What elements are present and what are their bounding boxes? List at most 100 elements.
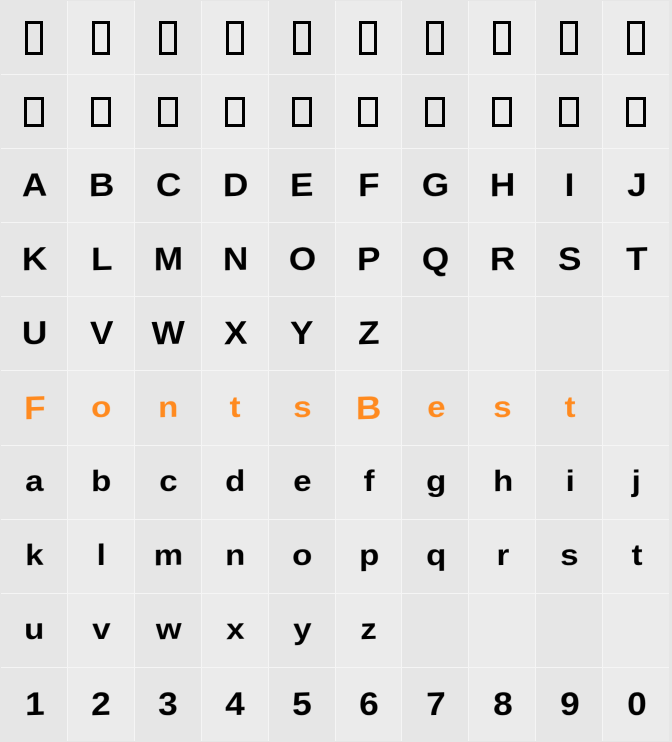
glyph-cell[interactable] [468,75,535,148]
glyph-cell[interactable]: 3 [134,668,201,741]
glyph-cell[interactable]: 4 [201,668,268,741]
glyph-cell[interactable]: Q [401,223,468,296]
glyph-cell[interactable] [1,75,67,148]
glyph-cell[interactable]: s [268,371,335,444]
glyph-cell[interactable]: n [201,520,268,593]
glyph-cell[interactable]: 2 [67,668,134,741]
glyph-cell[interactable]: o [67,371,134,444]
glyph-cell[interactable]: K [1,223,67,296]
glyph-cell[interactable]: o [268,520,335,593]
glyph-cell[interactable]: l [67,520,134,593]
glyph-cell[interactable] [401,297,468,370]
glyph-cell[interactable] [602,594,669,667]
glyph-cell[interactable]: c [134,446,201,519]
glyph-cell[interactable]: v [67,594,134,667]
glyph-cell[interactable]: V [67,297,134,370]
glyph-cell[interactable]: X [201,297,268,370]
glyph-cell[interactable]: Z [335,297,402,370]
glyph-cell[interactable] [401,594,468,667]
glyph-cell[interactable]: H [468,149,535,222]
glyph-cell[interactable]: r [468,520,535,593]
glyph-cell[interactable]: k [1,520,67,593]
glyph-cell[interactable] [268,75,335,148]
glyph-cell[interactable]: E [268,149,335,222]
glyph-cell[interactable]: e [401,371,468,444]
glyph-cell[interactable]: 9 [535,668,602,741]
glyph-cell[interactable]: Y [268,297,335,370]
glyph-cell[interactable]: 0 [602,668,669,741]
glyph-cell[interactable]: y [268,594,335,667]
glyph-cell[interactable]: B [335,371,402,444]
glyph-cell[interactable]: L [67,223,134,296]
glyph-cell[interactable]: 7 [401,668,468,741]
glyph-cell[interactable] [535,75,602,148]
glyph-cell[interactable]: P [335,223,402,296]
glyph-cell[interactable]: 6 [335,668,402,741]
glyph-cell[interactable]: D [201,149,268,222]
glyph-cell[interactable] [602,371,669,444]
glyph-cell[interactable] [335,75,402,148]
glyph-cell[interactable]: 5 [268,668,335,741]
glyph-cell[interactable]: M [134,223,201,296]
glyph-cell[interactable] [67,1,134,74]
glyph-cell[interactable] [535,594,602,667]
glyph-cell[interactable] [602,75,669,148]
glyph-cell[interactable]: j [602,446,669,519]
glyph-cell[interactable]: b [67,446,134,519]
glyph-cell[interactable]: S [535,223,602,296]
glyph-cell[interactable]: f [335,446,402,519]
glyph-cell[interactable]: W [134,297,201,370]
glyph-cell[interactable]: t [535,371,602,444]
glyph-cell[interactable]: q [401,520,468,593]
glyph-cell[interactable]: A [1,149,67,222]
glyph-cell[interactable] [468,297,535,370]
glyph-cell[interactable] [335,1,402,74]
glyph-cell[interactable]: m [134,520,201,593]
glyph-cell[interactable]: J [602,149,669,222]
glyph-cell[interactable]: s [535,520,602,593]
glyph-cell[interactable]: p [335,520,402,593]
glyph-cell[interactable] [535,297,602,370]
glyph-cell[interactable] [535,1,602,74]
glyph-cell[interactable]: B [67,149,134,222]
glyph-cell[interactable]: u [1,594,67,667]
glyph-cell[interactable]: O [268,223,335,296]
glyph-cell[interactable]: C [134,149,201,222]
glyph-cell[interactable]: s [468,371,535,444]
glyph-cell[interactable]: R [468,223,535,296]
glyph-cell[interactable]: F [335,149,402,222]
glyph-cell[interactable] [468,594,535,667]
glyph-cell[interactable]: U [1,297,67,370]
glyph-cell[interactable]: g [401,446,468,519]
glyph-cell[interactable]: h [468,446,535,519]
glyph-cell[interactable]: G [401,149,468,222]
glyph-cell[interactable]: t [602,520,669,593]
glyph-cell[interactable]: I [535,149,602,222]
glyph-cell[interactable] [134,75,201,148]
glyph-cell[interactable]: N [201,223,268,296]
glyph-cell[interactable]: 1 [1,668,67,741]
glyph-cell[interactable]: x [201,594,268,667]
glyph-cell[interactable]: n [134,371,201,444]
glyph-cell[interactable]: d [201,446,268,519]
glyph-cell[interactable]: w [134,594,201,667]
glyph-cell[interactable]: e [268,446,335,519]
glyph-cell[interactable] [401,75,468,148]
glyph-cell[interactable] [67,75,134,148]
glyph-cell[interactable]: i [535,446,602,519]
glyph-cell[interactable]: t [201,371,268,444]
glyph-cell[interactable] [602,1,669,74]
glyph-cell[interactable] [201,1,268,74]
glyph-cell[interactable] [1,1,67,74]
glyph-cell[interactable]: a [1,446,67,519]
glyph-cell[interactable]: F [1,371,67,444]
glyph-cell[interactable] [268,1,335,74]
glyph-cell[interactable] [401,1,468,74]
glyph-cell[interactable]: 8 [468,668,535,741]
glyph-cell[interactable] [468,1,535,74]
glyph-cell[interactable]: z [335,594,402,667]
glyph-cell[interactable] [201,75,268,148]
glyph-cell[interactable]: T [602,223,669,296]
glyph-cell[interactable] [602,297,669,370]
glyph-cell[interactable] [134,1,201,74]
